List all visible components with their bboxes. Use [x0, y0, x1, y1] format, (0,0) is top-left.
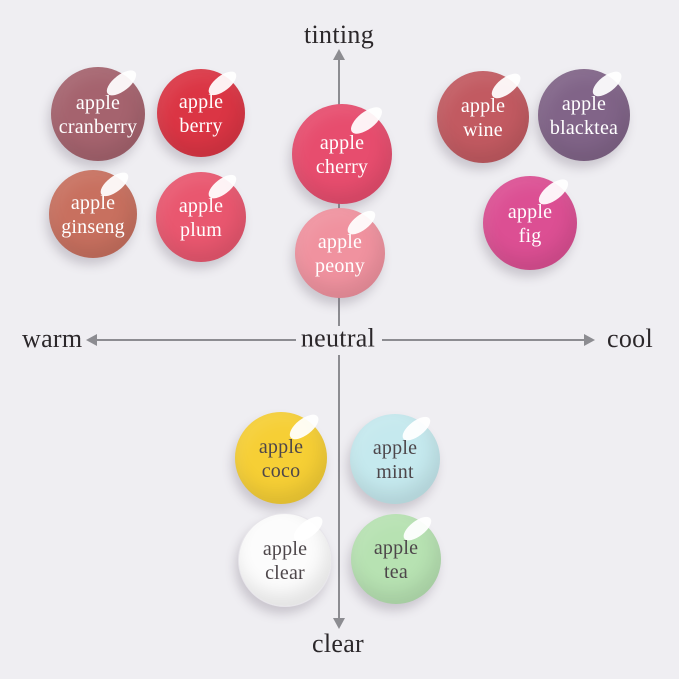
swatch-label: apple blacktea [549, 93, 619, 139]
swatch-label: apple berry [178, 91, 224, 137]
swatch-label: apple plum [178, 195, 224, 241]
swatch-apple-clear: apple clear [238, 512, 332, 607]
arrow-left-icon [86, 334, 97, 346]
swatch-apple-wine: apple wine [437, 69, 529, 163]
swatch-label: apple cherry [315, 132, 369, 178]
swatch-label: apple peony [315, 231, 365, 277]
vertical-axis-line-bottom [338, 355, 340, 619]
swatch-label: apple coco [258, 436, 304, 482]
swatch-apple-blacktea: apple blacktea [538, 67, 630, 161]
horizontal-axis-line-left [95, 339, 296, 341]
swatch-apple-peony: apple peony [295, 206, 385, 298]
swatch-label: apple mint [372, 437, 418, 483]
axis-label-neutral: neutral [300, 323, 376, 353]
axis-label-tinting: tinting [304, 20, 374, 49]
swatch-apple-coco: apple coco [235, 410, 327, 504]
swatch-apple-mint: apple mint [350, 412, 440, 504]
swatch-label: apple clear [262, 538, 308, 584]
swatch-label: apple tea [373, 537, 419, 583]
arrow-down-icon [333, 618, 345, 629]
horizontal-axis-line-right [382, 339, 584, 341]
axis-label-clear: clear [311, 629, 365, 658]
arrow-right-icon [584, 334, 595, 346]
axis-label-warm: warm [22, 323, 83, 353]
swatch-apple-ginseng: apple ginseng [49, 168, 137, 258]
swatch-label: apple fig [507, 201, 553, 247]
swatch-apple-cherry: apple cherry [292, 102, 392, 204]
swatch-label: apple ginseng [61, 192, 125, 238]
swatch-label: apple cranberry [58, 92, 138, 138]
swatch-apple-cranberry: apple cranberry [51, 65, 145, 161]
swatch-apple-plum: apple plum [156, 170, 246, 262]
axis-label-cool: cool [607, 323, 653, 353]
swatch-apple-tea: apple tea [351, 512, 441, 604]
arrow-up-icon [333, 49, 345, 60]
swatch-apple-berry: apple berry [157, 67, 245, 157]
swatch-label: apple wine [460, 95, 506, 141]
swatch-apple-fig: apple fig [483, 174, 577, 270]
